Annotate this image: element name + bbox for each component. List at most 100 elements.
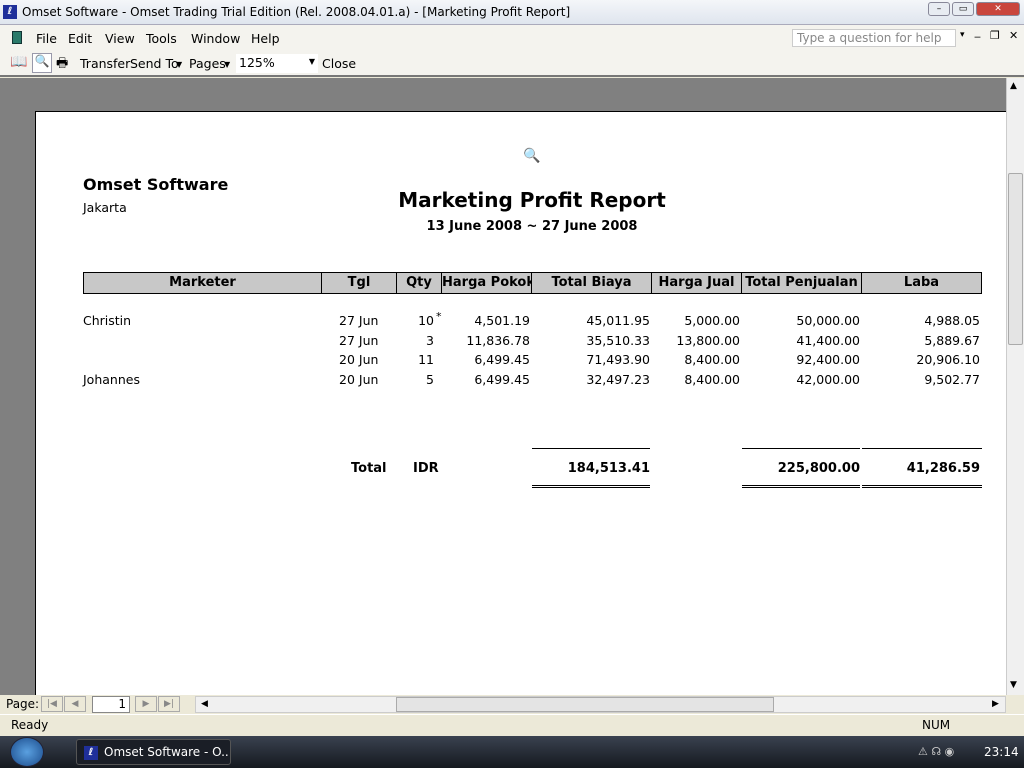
mdi-close-button[interactable]: ✕ [1009,29,1019,42]
cell-pokok: 11,836.78 [466,332,530,348]
company-name: Omset Software [83,175,229,194]
cell-qty: 10 [418,313,434,328]
close-window-button[interactable]: ✕ [976,2,1020,16]
chevron-down-icon: ▼ [308,57,315,66]
cell-penjualan: 92,400.00 [796,352,860,367]
print-icon[interactable]: 🖶 [56,56,69,71]
cell-tgl: 27 Jun [339,332,379,348]
app-icon: ℓ [84,746,98,760]
status-text: Ready [11,718,49,732]
menu-bar: File Edit View Tools Window Help Type a … [0,25,1024,51]
scroll-up-icon[interactable]: ▲ [1010,81,1017,91]
menu-edit[interactable]: Edit [68,31,93,46]
help-dropdown-icon[interactable]: ▾ [960,30,965,40]
prev-page-button[interactable]: ◀ [64,696,86,712]
last-page-button[interactable]: ▶| [158,696,180,712]
column-header: Qty [397,272,442,294]
book-icon[interactable]: 📖 [10,54,28,70]
menu-help[interactable]: Help [251,31,280,46]
cell-jual: 5,000.00 [684,313,740,328]
tray-icons[interactable]: ⚠ ☊ ◉ [918,745,955,758]
column-header: Total Penjualan [742,272,862,294]
mdi-restore-button[interactable]: ❐ [990,29,1000,42]
start-button[interactable] [10,737,44,767]
clock: 23:14 [984,745,1019,759]
cell-laba: 20,906.10 [916,352,980,367]
zoom-select[interactable]: 125% ▼ [236,54,318,73]
total-biaya: 184,513.41 [532,448,650,488]
zoom-out-cursor-icon: 🔍 [523,148,541,164]
status-bar: Ready NUM [0,714,1024,736]
scroll-left-icon[interactable]: ◀ [201,699,208,709]
cell-biaya: 35,510.33 [586,332,650,348]
cell-pokok: 4,501.19 [474,313,530,328]
window-title: Omset Software - Omset Trading Trial Edi… [22,5,571,19]
document-icon [12,31,22,44]
cell-qty: 5 [426,371,434,387]
report-page: 🔍 Omset Software Jakarta Marketing Profi… [35,111,1006,701]
send-to-button[interactable]: Send To [130,56,179,71]
cell-pokok: 6,499.45 [474,371,530,387]
app-icon: ℓ [3,5,17,19]
first-page-button[interactable]: |◀ [41,696,63,712]
scroll-right-icon[interactable]: ▶ [992,699,999,709]
menu-view[interactable]: View [105,31,135,46]
mdi-minimize-button[interactable]: ‒ [974,30,981,43]
cell-jual: 8,400.00 [684,371,740,387]
taskbar-app-label: Omset Software - O... [104,745,231,759]
title-bar: ℓ Omset Software - Omset Trading Trial E… [0,0,1024,25]
page-label: Page: [6,697,40,711]
num-lock-indicator: NUM [922,718,951,732]
minimize-button[interactable]: – [928,2,950,16]
page-number-input[interactable]: 1 [92,696,130,713]
cell-jual: 13,800.00 [676,332,740,348]
cell-tgl: 27 Jun [339,313,379,328]
cell-penjualan: 41,400.00 [796,332,860,348]
cell-penjualan: 50,000.00 [796,313,860,328]
zoom-value: 125% [239,55,275,70]
cell-penjualan: 42,000.00 [796,371,860,387]
column-header: Tgl [322,272,397,294]
menu-file[interactable]: File [36,31,57,46]
total-laba: 41,286.59 [862,448,982,488]
cell-laba: 4,988.05 [924,313,980,328]
scroll-thumb[interactable] [396,697,774,712]
transfer-button[interactable]: Transfer [80,56,131,71]
column-header: Laba [862,272,982,294]
cell-biaya: 71,493.90 [586,352,650,367]
cell-biaya: 45,011.95 [586,313,650,328]
cell-mark: * [436,310,442,323]
cell-laba: 9,502.77 [924,371,980,387]
column-header: Harga Jual [652,272,742,294]
taskbar-app-button[interactable]: ℓ Omset Software - O... [76,739,231,765]
report-period: 13 June 2008 ~ 27 June 2008 [426,219,638,234]
cell-tgl: 20 Jun [339,352,379,367]
toolbar: 📖 🔍 🖶 Transfer Send To ▼ Pages ▼ 125% ▼ C… [0,51,1024,77]
vertical-scrollbar[interactable]: ▲ ▼ [1006,78,1024,695]
maximize-button[interactable]: ▭ [952,2,974,16]
help-search-input[interactable]: Type a question for help [792,29,956,47]
cell-qty: 11 [418,352,434,367]
cell-laba: 5,889.67 [924,332,980,348]
close-button[interactable]: Close [322,56,357,71]
table-row: Christin 27 Jun 10 * 4,501.19 45,011.95 5,000.… [36,310,1007,331]
cell-qty: 3 [426,332,434,348]
next-page-button[interactable]: ▶ [135,696,157,712]
total-penjualan: 225,800.00 [742,448,860,488]
menu-tools[interactable]: Tools [146,31,177,46]
menu-window[interactable]: Window [191,31,241,46]
scroll-down-icon[interactable]: ▼ [1010,680,1017,690]
page-navigator: Page: |◀ ◀ 1 ▶ ▶| ◀ ▶ [0,695,1024,714]
preview-icon[interactable]: 🔍 [32,53,52,73]
pages-button[interactable]: Pages [189,56,226,71]
cell-pokok: 6,499.45 [474,352,530,367]
scroll-thumb[interactable] [1008,173,1023,345]
horizontal-scrollbar[interactable]: ◀ ▶ [195,696,1006,713]
taskbar: ℓ Omset Software - O... ⚠ ☊ ◉ 23:14 [0,736,1024,768]
cell-jual: 8,400.00 [684,352,740,367]
cell-tgl: 20 Jun [339,371,379,387]
cell-marketer: Christin [83,313,132,328]
company-city: Jakarta [83,200,127,215]
table-row: 20 Jun 11 6,499.45 71,493.90 8,400.00 92,400.… [36,352,1007,370]
chevron-down-icon: ▼ [176,60,183,69]
